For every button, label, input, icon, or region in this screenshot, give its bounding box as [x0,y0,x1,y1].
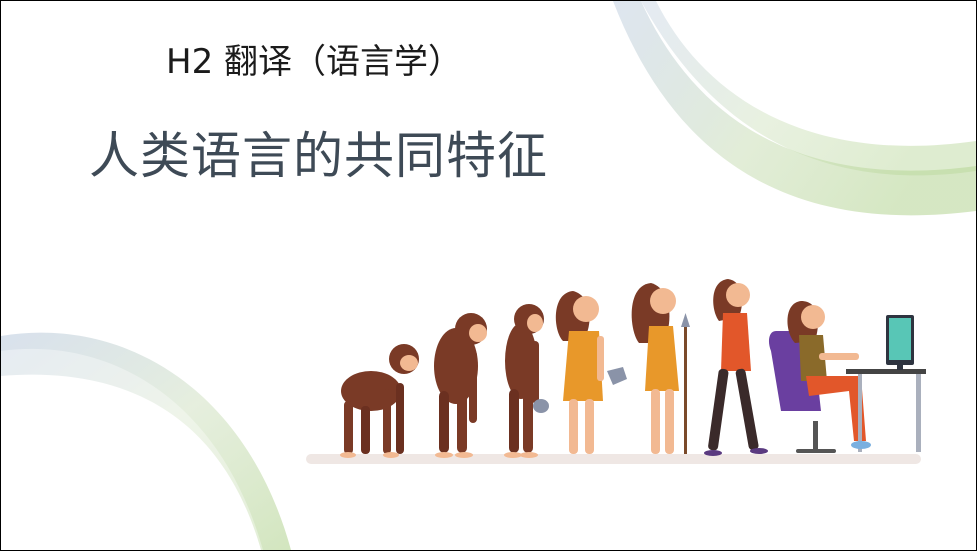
modern-woman-figure [704,279,768,456]
slide-subtitle: H2 翻译（语言学） [166,42,463,82]
monkey-figure [340,344,419,458]
caveman-figure [555,291,627,454]
human-evolution-icon [306,279,926,464]
hominid-figure [504,304,549,458]
woman-at-computer-figure [768,301,926,453]
cavewoman-figure [631,283,690,454]
slide-title: 人类语言的共同特征 [89,127,548,185]
ape-figure [434,313,487,458]
